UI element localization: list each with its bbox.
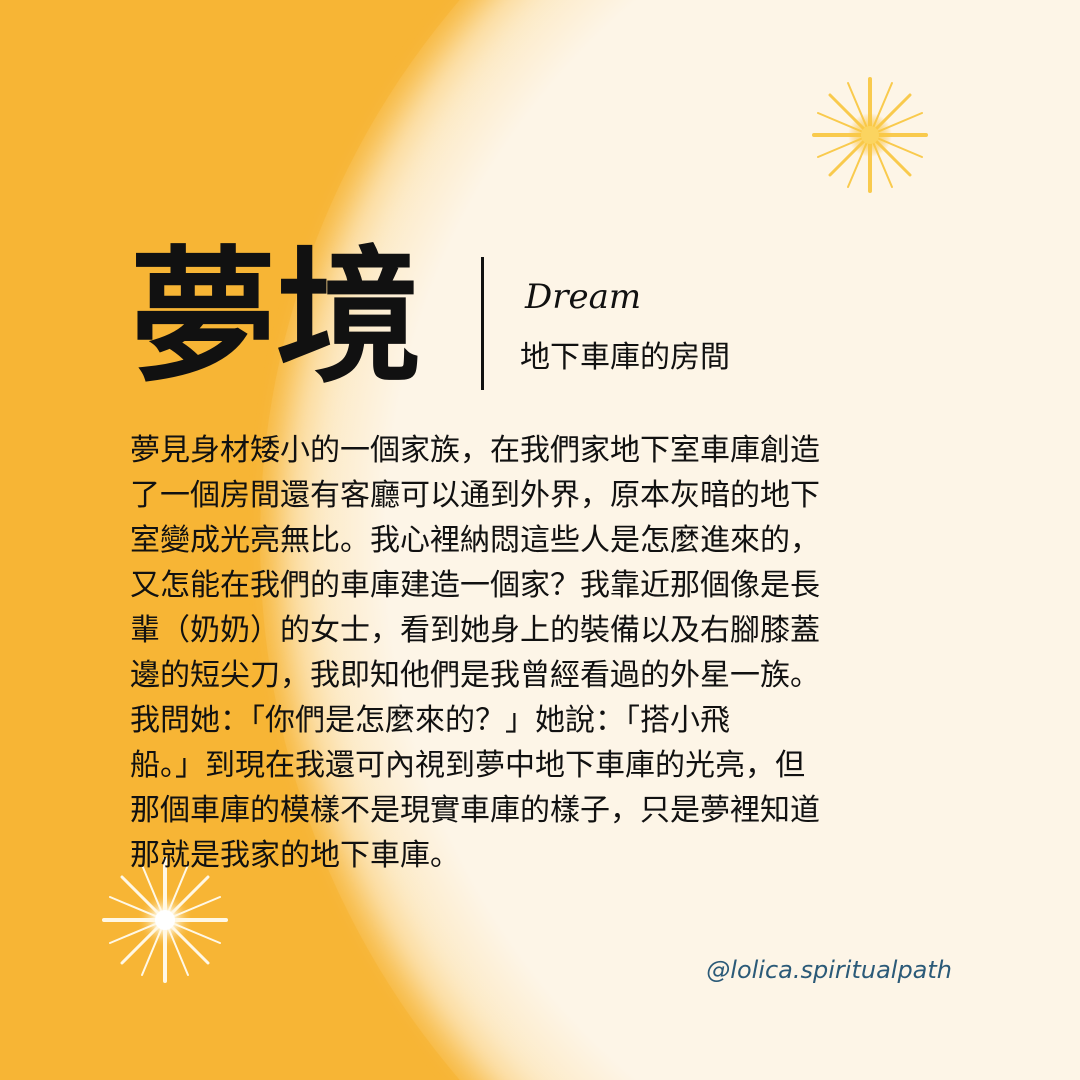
story-line: 輩（奶奶）的女士，看到她身上的裝備以及右腳膝蓋 bbox=[130, 613, 820, 648]
story-line: 夢見身材矮小的一個家族，在我們家地下室車庫創造 bbox=[130, 433, 820, 468]
story-line: 那就是我家的地下車庫。 bbox=[130, 838, 460, 873]
subtitle-english: Dream bbox=[525, 277, 642, 317]
story-line: 室變成光亮無比。我心裡納悶這些人是怎麼進來的， bbox=[130, 523, 820, 558]
story-line: 船。」到現在我還可內視到夢中地下車庫的光亮，但 bbox=[130, 748, 805, 783]
story-line: 那個車庫的模樣不是現實車庫的樣子，只是夢裡知道 bbox=[130, 793, 820, 828]
dream-story-text: 夢見身材矮小的一個家族，在我們家地下室車庫創造 了一個房間還有客廳可以通到外界，… bbox=[130, 428, 970, 878]
sparkle-icon bbox=[102, 857, 228, 983]
story-line: 了一個房間還有客廳可以通到外界，原本灰暗的地下 bbox=[130, 478, 820, 513]
sparkle-icon bbox=[812, 77, 928, 193]
story-line: 邊的短尖刀，我即知他們是我曾經看過的外星一族。 bbox=[130, 658, 820, 693]
social-handle: @lolica.spiritualpath bbox=[706, 956, 952, 984]
glow-ring bbox=[260, 0, 1080, 1080]
title-divider bbox=[481, 257, 484, 390]
story-line: 又怎能在我們的車庫建造一個家？我靠近那個像是長 bbox=[130, 568, 820, 603]
story-line: 我問她：「你們是怎麼來的？」她說：「搭小飛 bbox=[130, 703, 730, 738]
page-title: 夢境 bbox=[130, 233, 422, 403]
subtitle-chinese: 地下車庫的房間 bbox=[520, 340, 730, 375]
